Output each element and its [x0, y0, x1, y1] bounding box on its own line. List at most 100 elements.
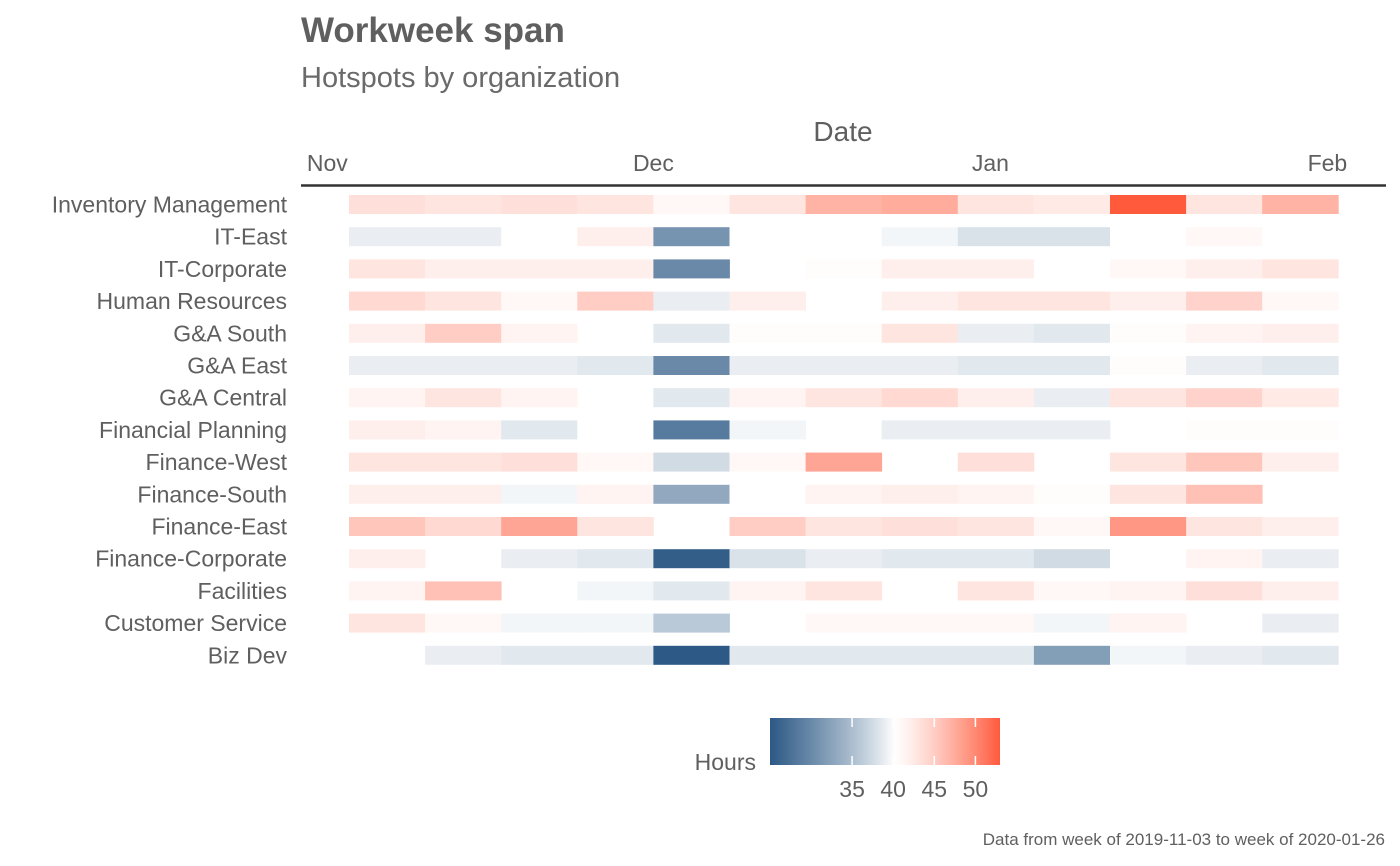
heatmap-cell	[1110, 517, 1187, 536]
heatmap-cell	[653, 259, 730, 279]
row-label: Facilities	[198, 578, 287, 604]
heatmap-cell	[881, 195, 959, 214]
x-tick-label: Jan	[972, 150, 1009, 176]
heatmap-cell	[729, 227, 806, 247]
heatmap-cell	[577, 517, 654, 536]
heatmap-cell	[1033, 517, 1111, 536]
heatmap-cell	[501, 388, 578, 408]
heatmap-cell	[1033, 356, 1111, 375]
row-label: Finance-West	[146, 449, 288, 475]
heatmap-cell	[653, 549, 730, 569]
heatmap-cell	[653, 613, 730, 633]
heatmap-cell	[1262, 420, 1339, 440]
heatmap-cell	[957, 388, 1035, 408]
heatmap-cell	[957, 484, 1035, 504]
heatmap-cell	[653, 388, 730, 408]
heatmap-cell	[501, 645, 578, 665]
heatmap-cell	[1186, 356, 1263, 375]
heatmap-cell	[425, 517, 502, 536]
heatmap-cell	[1186, 452, 1263, 472]
heatmap-cell	[957, 259, 1035, 279]
heatmap-cell	[349, 291, 426, 311]
heatmap-cell	[425, 420, 502, 440]
heatmap-cell	[1262, 388, 1339, 408]
x-tick-label: Dec	[633, 150, 674, 176]
legend-tick-label: 40	[880, 776, 906, 802]
heatmap-cell	[349, 581, 426, 601]
heatmap-cell	[501, 484, 578, 504]
heatmap-cell	[349, 645, 426, 665]
heatmap-cell	[805, 517, 883, 536]
heatmap-cell	[805, 613, 883, 633]
heatmap-cell	[349, 195, 426, 214]
heatmap-cell	[425, 484, 502, 504]
heatmap-cell	[957, 227, 1035, 247]
row-label: IT-Corporate	[158, 256, 287, 282]
heatmap-cell	[1110, 356, 1187, 375]
heatmap-cell	[501, 420, 578, 440]
heatmap-cell	[957, 613, 1035, 633]
legend-tick-label: 45	[922, 776, 948, 802]
heatmap-cell	[1033, 388, 1111, 408]
heatmap-cell	[805, 484, 883, 504]
heatmap-cell	[653, 645, 730, 665]
heatmap-cell	[425, 259, 502, 279]
heatmap-cell	[729, 484, 806, 504]
heatmap-cell	[1110, 549, 1187, 569]
heatmap-cell	[957, 645, 1035, 665]
heatmap-cell	[1186, 484, 1263, 504]
row-label: IT-East	[214, 224, 287, 250]
heatmap-cell	[577, 452, 654, 472]
heatmap-cell	[729, 549, 806, 569]
heatmap-cell	[957, 195, 1035, 214]
heatmap-cell	[425, 291, 502, 311]
heatmap-cell	[1033, 259, 1111, 279]
heatmap-cell	[1033, 613, 1111, 633]
heatmap-cell	[729, 388, 806, 408]
heatmap-cell	[957, 452, 1035, 472]
heatmap-cell	[729, 517, 806, 536]
heatmap-cell	[1033, 645, 1111, 665]
heatmap-cell	[729, 420, 806, 440]
heatmap-cell	[425, 323, 502, 343]
heatmap-cell	[1033, 420, 1111, 440]
heatmap-cell	[1262, 323, 1339, 343]
legend-title: Hours	[695, 749, 756, 775]
heatmap-cell	[957, 517, 1035, 536]
heatmap-cell	[501, 259, 578, 279]
heatmap-cell	[1033, 227, 1111, 247]
row-label: Inventory Management	[52, 192, 288, 218]
heatmap-cell	[881, 356, 959, 375]
heatmap-cell	[349, 388, 426, 408]
heatmap-cell	[729, 645, 806, 665]
heatmap-cell	[577, 291, 654, 311]
heatmap-cell	[501, 323, 578, 343]
heatmap-cell	[1033, 549, 1111, 569]
row-label: G&A East	[187, 353, 287, 379]
heatmap-cell	[425, 452, 502, 472]
heatmap-cell	[577, 195, 654, 214]
heatmap-cell	[653, 581, 730, 601]
heatmap-cell	[1262, 356, 1339, 375]
heatmap-cell	[425, 388, 502, 408]
heatmap-cell	[653, 227, 730, 247]
heatmap-cell	[653, 291, 730, 311]
heatmap-cell	[1110, 484, 1187, 504]
heatmap-cell	[805, 388, 883, 408]
heatmap-cell	[577, 613, 654, 633]
row-label: G&A South	[173, 320, 287, 346]
heatmap-cell	[1110, 259, 1187, 279]
chart-caption: Data from week of 2019-11-03 to week of …	[983, 830, 1385, 849]
heatmap-cell	[1186, 549, 1263, 569]
heatmap-cell	[1033, 581, 1111, 601]
heatmap-cell	[425, 195, 502, 214]
heatmap-cell	[425, 613, 502, 633]
heatmap-cell	[957, 356, 1035, 375]
heatmap-cell	[577, 484, 654, 504]
heatmap-cell	[729, 323, 806, 343]
heatmap-cell	[349, 356, 426, 375]
heatmap-cell	[653, 420, 730, 440]
heatmap-cell	[805, 259, 883, 279]
row-label: Finance-South	[137, 481, 287, 507]
